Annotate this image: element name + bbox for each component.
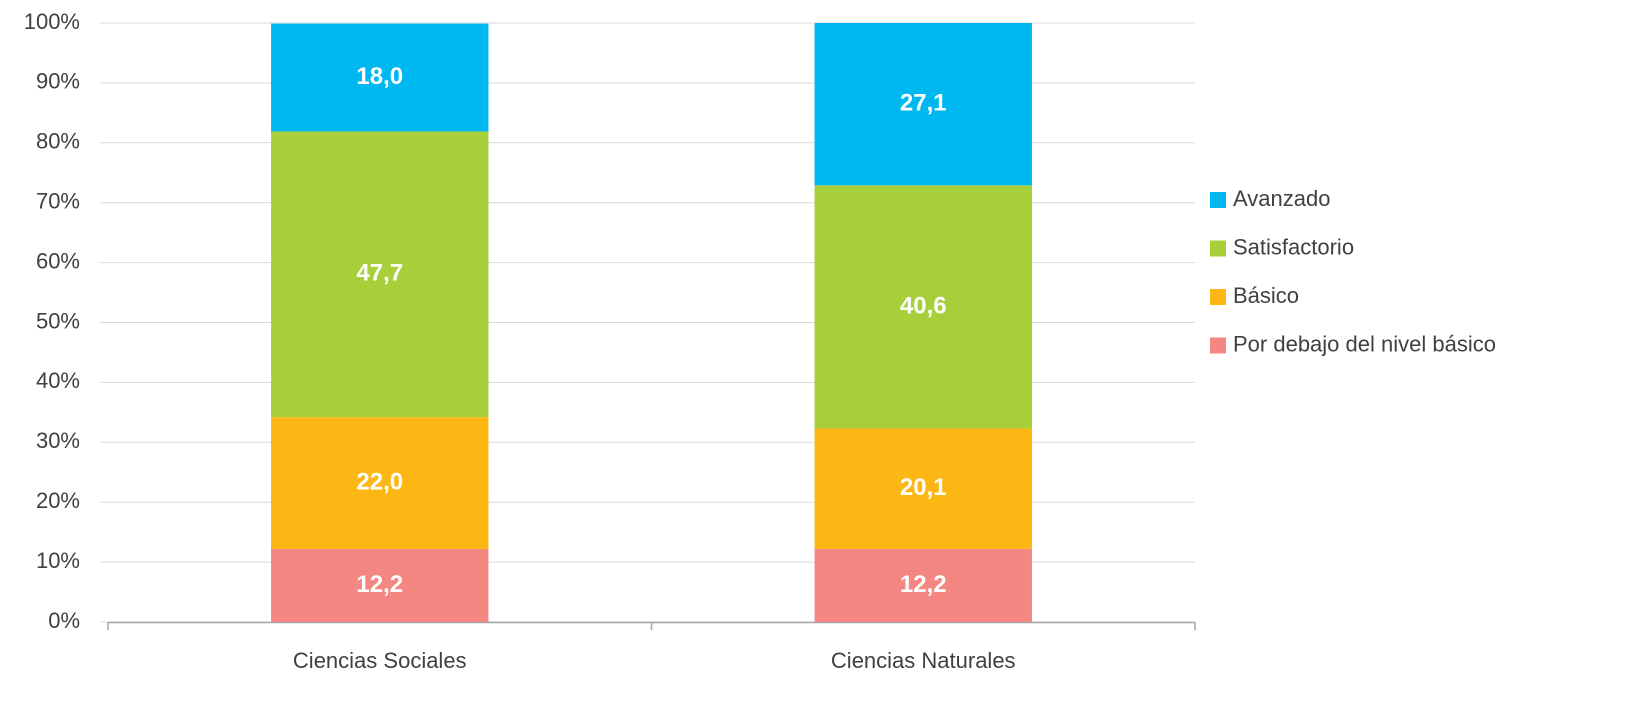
y-tick-label: 40% <box>36 368 80 393</box>
legend-swatch <box>1210 337 1226 354</box>
bar-segment <box>271 417 489 549</box>
value-label: 27,1 <box>900 90 947 117</box>
bar-segment <box>814 23 1032 186</box>
legend-label: Por debajo del nivel básico <box>1233 331 1496 356</box>
value-label: 20,1 <box>900 474 947 501</box>
y-tick-label: 10% <box>36 548 80 573</box>
bar-segment <box>814 548 1032 622</box>
value-label: 22,0 <box>356 468 403 495</box>
bar-segment <box>814 185 1032 429</box>
legend-swatch <box>1210 240 1226 257</box>
y-tick-label: 20% <box>36 488 80 513</box>
y-tick-label: 30% <box>36 428 80 453</box>
y-tick-label: 80% <box>36 129 80 154</box>
bar-segment <box>814 428 1032 549</box>
legend-label: Básico <box>1233 283 1299 308</box>
x-tick-label: Ciencias Naturales <box>831 648 1016 673</box>
legend-swatch <box>1210 192 1226 208</box>
legend-label: Avanzado <box>1233 186 1330 211</box>
y-tick-label: 0% <box>48 608 80 633</box>
value-label: 18,0 <box>356 63 403 90</box>
bar-segment <box>271 131 489 418</box>
value-label: 12,2 <box>900 571 947 598</box>
value-label: 47,7 <box>356 260 403 287</box>
y-tick-label: 50% <box>36 308 80 333</box>
legend-label: Satisfactorio <box>1233 234 1354 259</box>
bar-segment <box>271 23 489 132</box>
bar-segment <box>271 548 489 622</box>
legend-swatch <box>1210 289 1226 305</box>
value-label: 12,2 <box>356 571 403 598</box>
y-tick-label: 90% <box>36 69 80 94</box>
x-tick-label: Ciencias Sociales <box>293 648 467 673</box>
y-tick-label: 70% <box>36 189 80 214</box>
value-label: 40,6 <box>900 292 947 319</box>
y-tick-label: 100% <box>24 9 80 34</box>
y-tick-label: 60% <box>36 248 80 273</box>
